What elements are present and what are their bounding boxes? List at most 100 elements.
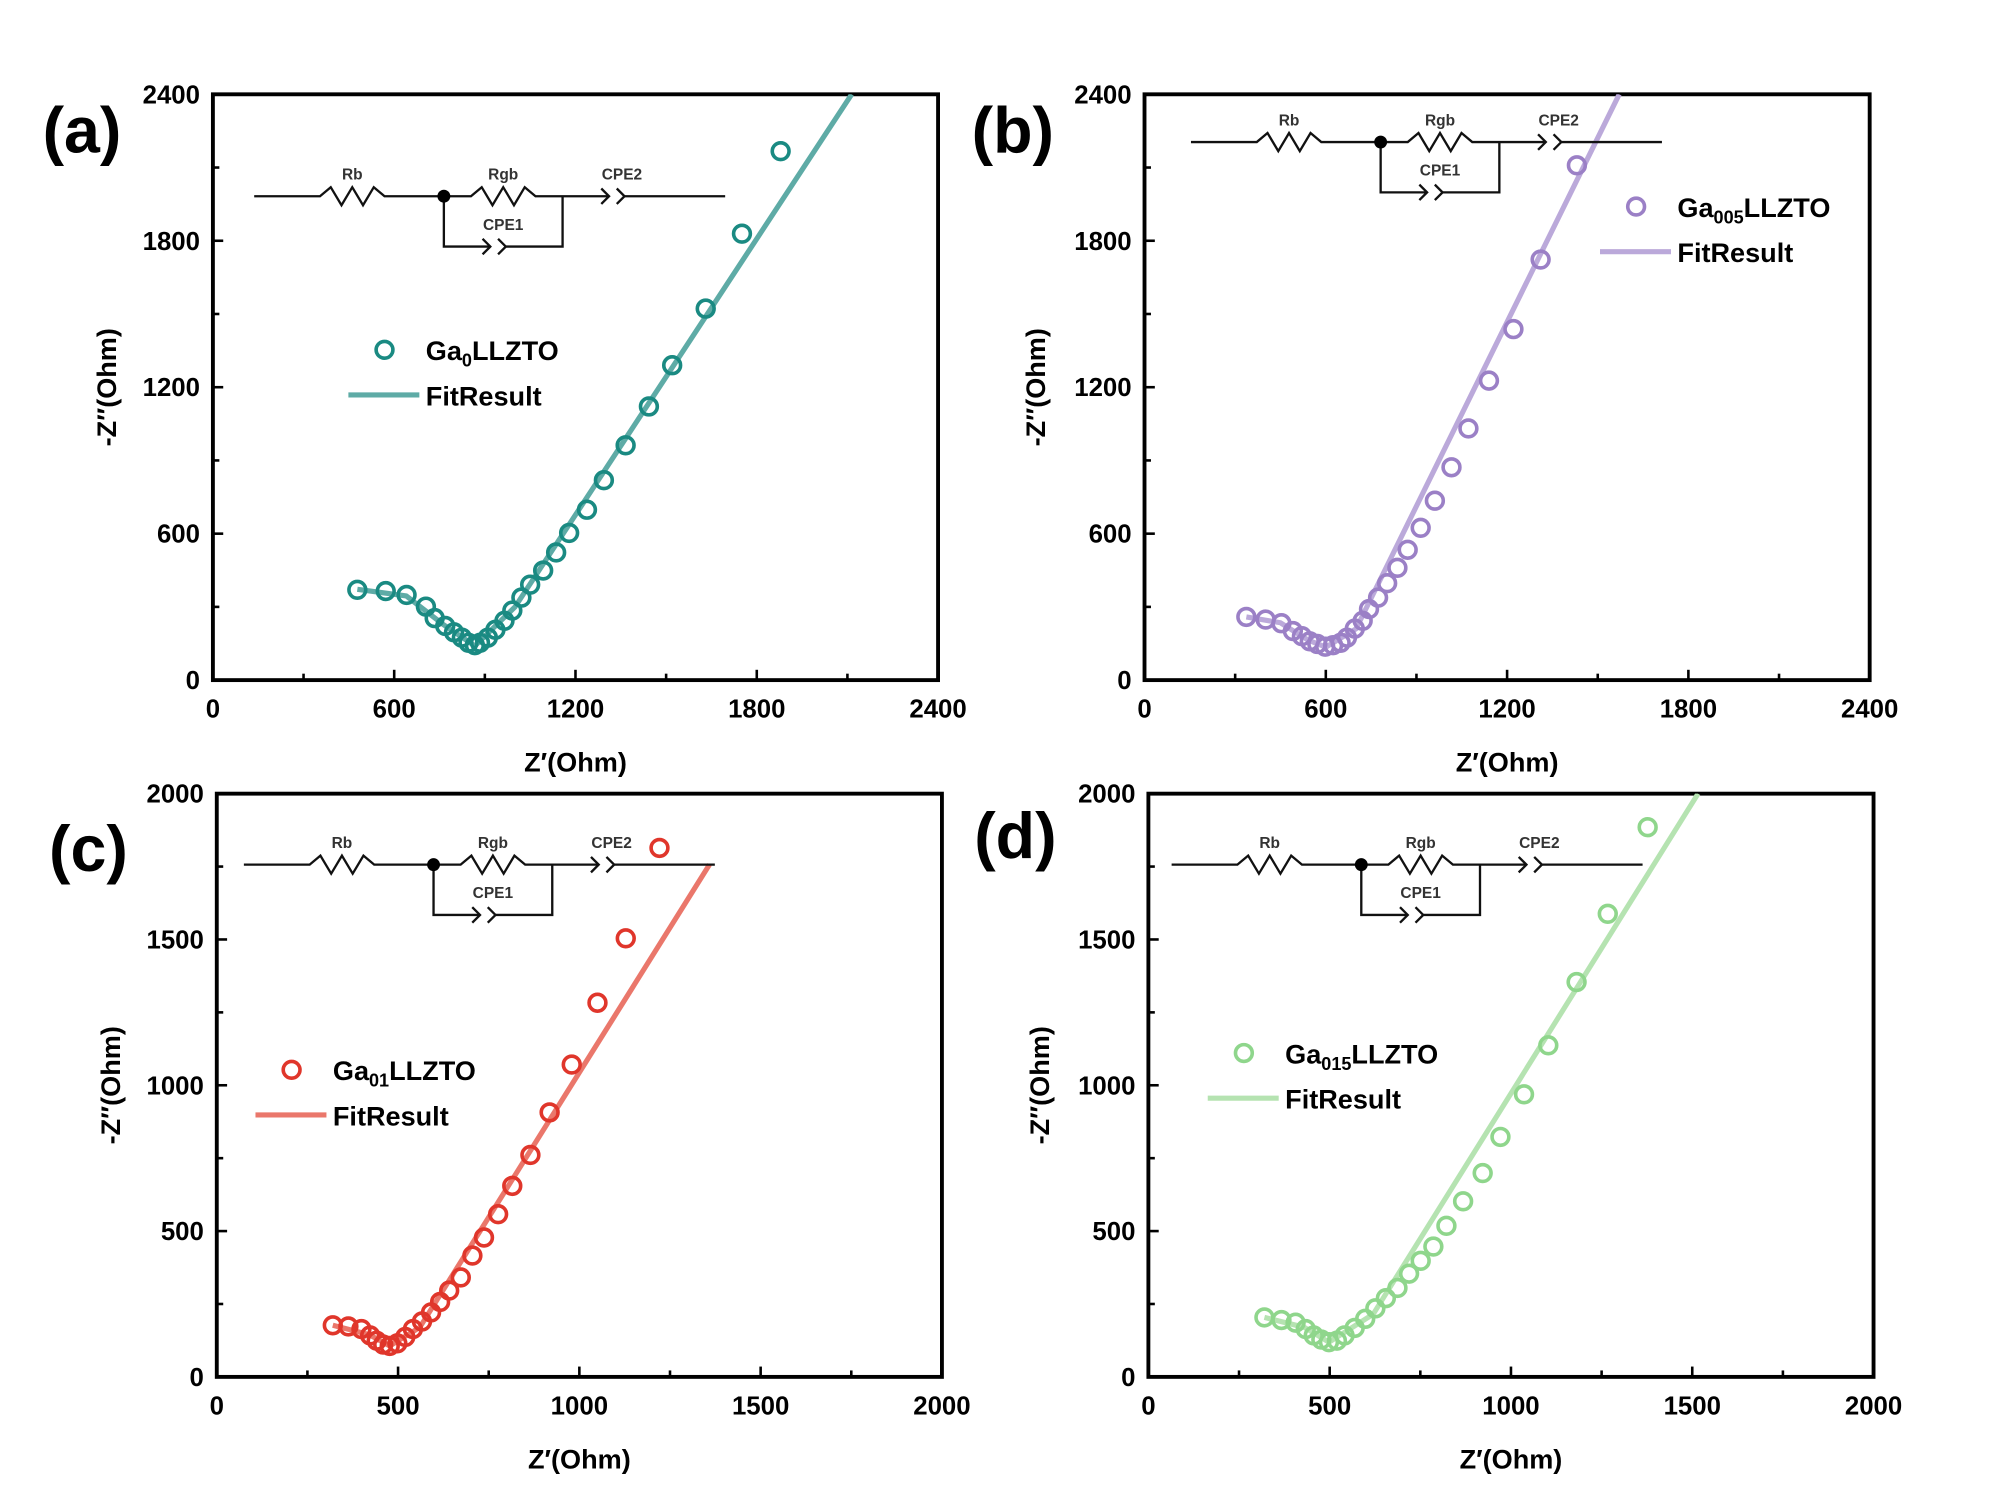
circuit-wire: [1171, 853, 1643, 876]
y-tick-label: 1000: [1078, 1072, 1135, 1100]
legend-fit-label: FitResult: [333, 1100, 449, 1131]
plot-frame: [1142, 92, 1872, 683]
equivalent-circuit: Rb Rgb CPE2 CPE1: [243, 835, 715, 924]
data-point: [731, 223, 753, 244]
y-tick-label: 2000: [1078, 781, 1135, 809]
legend-fit-label: FitResult: [426, 380, 542, 411]
legend-name-prefix: Ga: [1285, 1038, 1322, 1069]
legend: Ga015LLZTO FitResult: [1207, 1038, 1438, 1115]
data-point: [576, 499, 598, 520]
y-tick-label: 1200: [143, 374, 200, 402]
circuit-label-cpe2: CPE2: [591, 835, 631, 852]
data-point: [1397, 539, 1418, 560]
circuit-label-cpe2: CPE2: [1538, 112, 1578, 129]
circuit-label-cpe2: CPE2: [602, 166, 642, 183]
x-tick-label: 1500: [1664, 1392, 1721, 1420]
data-point: [1503, 318, 1524, 340]
x-tick-label: 2000: [913, 1392, 970, 1420]
circuit-label-cpe1: CPE1: [483, 217, 524, 234]
y-tick-label: 1500: [1078, 927, 1135, 955]
x-tick-label: 2000: [1845, 1392, 1902, 1420]
circuit-node: [437, 189, 451, 203]
plot-area: [322, 837, 712, 1357]
legend-name-suffix: LLZTO: [389, 1055, 476, 1086]
data-point: [649, 837, 670, 859]
data-point: [1365, 1298, 1386, 1319]
data-point: [338, 1316, 359, 1337]
data-point: [1387, 1277, 1408, 1299]
y-tick-label: 1500: [146, 927, 203, 955]
circuit-label-cpe1: CPE1: [1420, 163, 1461, 180]
data-point: [347, 579, 368, 600]
data-point: [1410, 1250, 1431, 1272]
x-tick-label: 1800: [728, 696, 785, 724]
y-axis-label: -Z″(Ohm): [95, 1026, 126, 1144]
data-point: [1355, 1308, 1376, 1330]
data-point: [1566, 971, 1587, 993]
data-point: [661, 355, 683, 376]
legend: Ga0LLZTO FitResult: [348, 335, 559, 411]
circuit-parallel-branch: [1379, 142, 1501, 194]
circuit-labels: Rb Rgb CPE2 CPE1: [1279, 112, 1579, 179]
circuit-wire: [1190, 130, 1662, 154]
circuit-label-rgb: Rgb: [488, 166, 518, 183]
legend-name-suffix: LLZTO: [472, 335, 559, 366]
panel-label: (a): [43, 94, 122, 166]
data-point: [1597, 903, 1618, 924]
panel-label: (d): [974, 800, 1056, 872]
circuit-label-rb: Rb: [342, 166, 363, 183]
cpe1-symbol: [1418, 183, 1445, 201]
legend-marker-symbol: [1233, 1042, 1255, 1064]
equivalent-circuit: Rb Rgb CPE2 CPE1: [1171, 835, 1643, 924]
data-point: [473, 1227, 495, 1248]
cpe1-symbol: [471, 906, 498, 924]
data-point: [770, 140, 791, 162]
cpe2-symbol: [1517, 856, 1544, 874]
data-point: [1490, 1126, 1511, 1148]
legend-marker-label: Ga01LLZTO: [333, 1055, 476, 1090]
data-point: [450, 1267, 471, 1288]
data-point: [558, 522, 580, 544]
circuit-parallel-branch: [1360, 864, 1482, 917]
y-axis-label: -Z″(Ohm): [1024, 1026, 1055, 1144]
data-point: [462, 1245, 483, 1266]
data-point: [1271, 1309, 1292, 1331]
data-point: [1530, 249, 1551, 270]
y-tick-label: 1200: [1074, 374, 1131, 402]
circuit-parallel-branch: [442, 196, 564, 248]
legend-name-subscript: 01: [369, 1071, 389, 1091]
legend-name-prefix: Ga: [333, 1055, 370, 1086]
y-axis-label: -Z″(Ohm): [91, 328, 122, 446]
data-point: [1398, 1263, 1420, 1284]
cpe2-symbol: [1537, 133, 1563, 151]
data-point: [1637, 817, 1658, 838]
circuit-label-cpe1: CPE1: [1400, 885, 1441, 902]
data-point: [638, 396, 660, 417]
y-tick-label: 500: [1092, 1218, 1135, 1246]
legend-name-subscript: 005: [1714, 207, 1744, 227]
data-point: [587, 992, 608, 1013]
circuit-label-rgb: Rgb: [1406, 835, 1436, 852]
cpe1-symbol: [1399, 906, 1425, 924]
circuit-label-cpe1: CPE1: [473, 885, 514, 902]
data-point: [1375, 1287, 1397, 1309]
x-tick-label: 500: [377, 1392, 420, 1420]
data-point: [1423, 1236, 1444, 1257]
circuit-labels: Rb Rgb CPE2 CPE1: [332, 835, 632, 902]
plot-frame: [214, 791, 944, 1379]
x-tick-label: 2400: [909, 696, 966, 724]
data-point: [1452, 1191, 1474, 1212]
y-tick-label: 1000: [146, 1072, 203, 1100]
x-tick-label: 1200: [1478, 696, 1535, 724]
x-axis-label: Z′(Ohm): [1460, 1444, 1563, 1475]
legend-name-prefix: Ga: [426, 335, 463, 366]
x-tick-label: 500: [1308, 1392, 1351, 1420]
data-point: [539, 1102, 560, 1123]
legend-name-subscript: 0: [462, 351, 472, 371]
panel-label: (c): [49, 813, 128, 885]
legend-marker-label: Ga015LLZTO: [1285, 1038, 1438, 1073]
circuit-labels: Rb Rgb CPE2 CPE1: [1259, 835, 1559, 902]
x-tick-label: 1200: [547, 696, 604, 724]
data-point: [561, 1054, 582, 1075]
y-tick-label: 600: [1089, 521, 1132, 549]
